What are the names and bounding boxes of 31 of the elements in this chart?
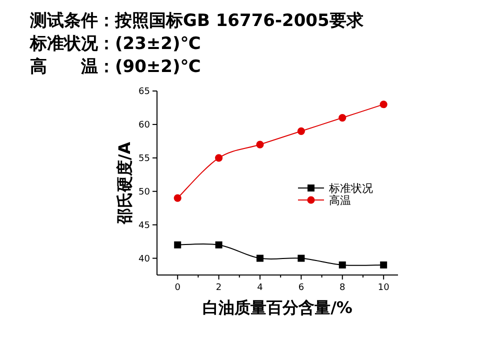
x-tick-label: 6 (298, 283, 304, 293)
x-tick-label: 10 (378, 283, 390, 293)
point (256, 254, 264, 262)
point (380, 261, 388, 268)
text: 高 温：(90±2)℃ (30, 57, 201, 77)
y-axis-title: 邵氏硬度/A (115, 141, 134, 226)
x-axis-title: 白油质量百分含量/% (202, 298, 352, 317)
point (338, 114, 346, 122)
chart-title: 测试条件：按照国标GB 16776-2005要求 (29, 11, 364, 31)
x-tick-label: 2 (216, 283, 222, 293)
y-tick-label: 60 (138, 120, 150, 130)
y-tick-label: 40 (138, 254, 150, 264)
x-tick-label: 4 (257, 283, 264, 293)
y-tick-label: 55 (138, 154, 150, 164)
x-tick-label: 0 (174, 283, 181, 293)
point (214, 154, 223, 162)
legend-label: 标准状况 (328, 182, 373, 195)
point (338, 261, 346, 268)
y-tick-label: 65 (138, 87, 150, 97)
point (174, 194, 182, 202)
point (174, 241, 182, 248)
point (297, 127, 305, 135)
point (215, 241, 222, 248)
point (256, 140, 264, 148)
x-tick-label: 8 (340, 283, 346, 293)
point (298, 254, 305, 262)
y-tick-label: 50 (138, 187, 150, 198)
chart-subtitle: 标准状况：(23±2)℃ (29, 34, 201, 54)
y-tick-label: 45 (138, 220, 150, 231)
legend-label: 高温 (329, 194, 351, 207)
point (380, 100, 388, 108)
